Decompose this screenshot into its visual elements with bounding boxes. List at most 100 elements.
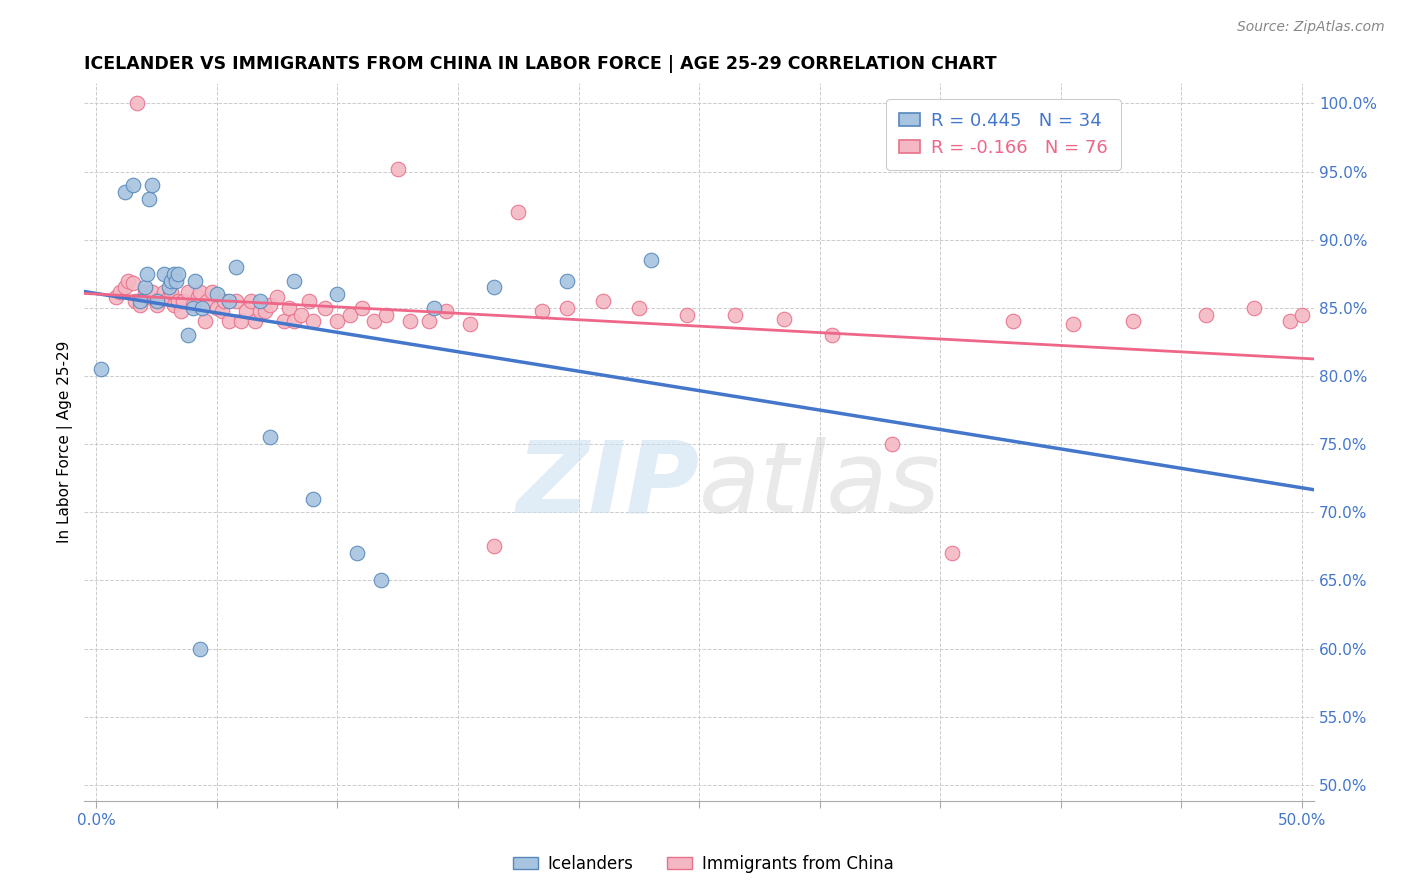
Point [434,303,457,318]
Point [157,280,180,294]
Point [167,267,190,281]
Point [484,539,506,553]
Point [162,298,184,312]
Point [235,303,257,318]
Point [225,293,247,308]
Y-axis label: In Labor Force | Age 25-29: In Labor Force | Age 25-29 [58,341,73,543]
Text: Source: ZipAtlas.com: Source: ZipAtlas.com [1237,20,1385,34]
Point [283,274,305,288]
Point [350,301,373,315]
Point [205,287,228,301]
Point [134,285,156,299]
Point [157,290,180,304]
Point [136,267,159,281]
Point [555,274,578,288]
Point [167,293,190,308]
Point [141,178,163,193]
Point [1278,314,1301,328]
Point [302,491,325,506]
Point [363,314,385,328]
Point [128,293,150,308]
Point [640,253,662,268]
Point [266,290,288,304]
Point [194,314,217,328]
Point [138,192,160,206]
Point [201,285,224,299]
Point [121,277,143,291]
Point [191,301,214,315]
Point [941,546,963,560]
Point [314,301,336,315]
Point [772,311,794,326]
Point [195,293,218,308]
Point [121,178,143,193]
Point [148,293,170,307]
Point [165,274,187,288]
Point [676,308,699,322]
Point [326,314,349,328]
Point [1194,308,1216,322]
Point [128,298,150,312]
Point [162,267,184,281]
Point [145,298,167,312]
Point [1062,317,1084,331]
Point [160,274,183,288]
Point [184,274,207,288]
Point [181,301,204,315]
Point [1243,301,1265,315]
Legend: R = 0.445   N = 34, R = -0.166   N = 76: R = 0.445 N = 34, R = -0.166 N = 76 [886,99,1121,169]
Point [114,185,136,199]
Point [170,303,193,318]
Legend: Icelanders, Immigrants from China: Icelanders, Immigrants from China [506,848,900,880]
Point [370,574,392,588]
Point [283,314,305,328]
Point [821,328,844,343]
Point [245,314,267,328]
Point [181,298,204,312]
Point [205,301,228,315]
Point [124,293,146,308]
Point [90,362,112,376]
Point [297,293,319,308]
Point [249,303,271,318]
Point [239,293,262,308]
Text: ICELANDER VS IMMIGRANTS FROM CHINA IN LABOR FORCE | AGE 25-29 CORRELATION CHART: ICELANDER VS IMMIGRANTS FROM CHINA IN LA… [84,55,997,73]
Point [188,285,211,299]
Point [225,260,247,274]
Point [127,96,149,111]
Point [273,314,295,328]
Point [153,285,176,299]
Point [249,293,271,308]
Point [212,293,235,308]
Point [418,314,440,328]
Point [592,293,614,308]
Point [458,317,481,331]
Point [1122,314,1144,328]
Point [254,303,277,318]
Point [724,308,747,322]
Point [290,308,312,322]
Point [398,314,420,328]
Point [339,308,361,322]
Point [153,267,176,281]
Point [145,293,167,308]
Point [218,293,240,308]
Point [117,274,139,288]
Point [177,328,200,343]
Point [387,161,409,176]
Point [278,301,301,315]
Point [160,285,183,299]
Point [555,301,578,315]
Point [177,285,200,299]
Point [172,293,194,308]
Point [134,280,156,294]
Point [229,314,252,328]
Text: ZIP: ZIP [516,437,699,533]
Point [138,290,160,304]
Point [880,437,903,451]
Point [259,430,281,444]
Point [531,303,554,318]
Point [374,308,396,322]
Text: atlas: atlas [699,437,941,533]
Point [302,314,325,328]
